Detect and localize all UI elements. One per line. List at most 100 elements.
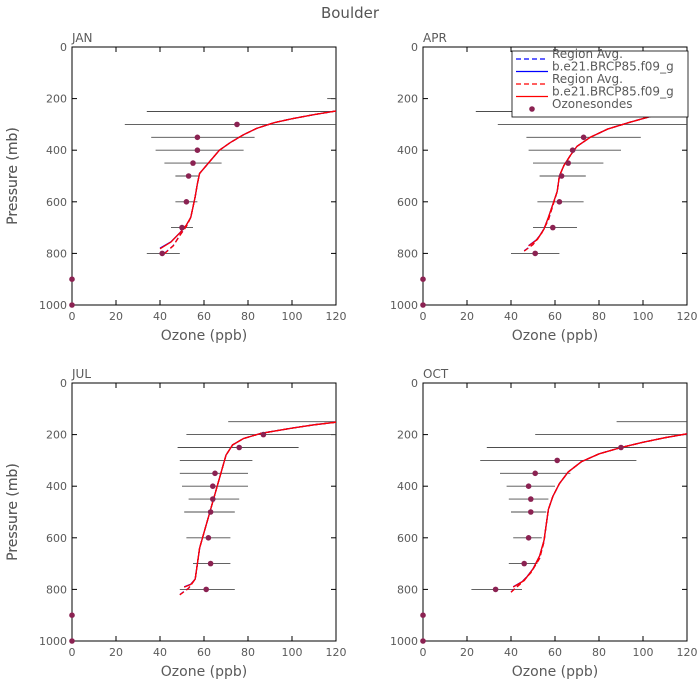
- ozonesonde-point: [525, 535, 532, 541]
- plot-frame: [71, 46, 337, 306]
- ozonesonde-point: [210, 483, 216, 490]
- ozonesonde-point: [194, 147, 201, 153]
- model-profile-line: [183, 421, 336, 588]
- y-tick-label: 800: [46, 247, 67, 260]
- y-tick-label: 0: [411, 377, 418, 390]
- y-axis-label: Pressure (mb): [5, 127, 21, 225]
- x-axis-label: Ozone (ppb): [512, 328, 598, 344]
- panel-label: OCT: [423, 367, 449, 381]
- ozonesonde-point: [528, 496, 534, 502]
- y-axis-label: Pressure (mb): [5, 463, 21, 561]
- legend-label: Region Avg.: [552, 47, 623, 61]
- ozonesonde-point: [203, 586, 209, 593]
- ozonesonde-point: [492, 586, 499, 593]
- y-tick-label: 200: [46, 429, 67, 442]
- x-tick-label: 80: [592, 310, 606, 323]
- x-tick-label: 20: [109, 646, 123, 659]
- model-profile-line: [183, 421, 336, 588]
- ozonesonde-point: [521, 560, 527, 567]
- y-tick-label: 800: [46, 583, 67, 596]
- x-tick-label: 100: [282, 310, 303, 323]
- y-tick-label: 400: [46, 480, 67, 493]
- ozonesonde-point: [185, 173, 192, 179]
- ozonesonde-point: [69, 638, 75, 644]
- x-tick-label: 60: [197, 646, 211, 659]
- x-tick-label: 60: [548, 310, 562, 323]
- ozonesonde-point: [183, 199, 190, 205]
- ozonesonde-point: [69, 276, 75, 283]
- y-tick-label: 400: [397, 480, 418, 493]
- y-tick-label: 1000: [39, 635, 67, 648]
- ozonesonde-point: [210, 496, 216, 502]
- y-tick-label: 0: [411, 41, 418, 54]
- x-tick-label: 60: [197, 310, 211, 323]
- y-tick-label: 200: [46, 93, 67, 106]
- x-tick-label: 0: [420, 310, 427, 323]
- y-tick-label: 200: [397, 429, 418, 442]
- y-tick-label: 600: [46, 532, 67, 545]
- ozonesonde-point: [205, 535, 212, 541]
- y-tick-label: 600: [397, 532, 418, 545]
- x-tick-label: 0: [69, 646, 76, 659]
- model-profile-line: [159, 110, 336, 250]
- x-tick-label: 40: [504, 646, 518, 659]
- model-profile-line: [179, 421, 336, 596]
- ozonesonde-point: [618, 444, 624, 451]
- panel-jul: JUL 0 20 40 60 80 100 120 0 200 400 600 800 1000 Ozone…: [5, 367, 347, 680]
- ozonesonde-point: [532, 470, 538, 477]
- ozonesonde-point: [260, 431, 267, 438]
- ozonesonde-point: [556, 199, 563, 205]
- ozonesonde-point: [234, 121, 240, 128]
- x-tick-label: 40: [153, 646, 167, 659]
- model-profile-line: [512, 433, 687, 588]
- x-axis-label: Ozone (ppb): [512, 664, 598, 680]
- legend-label: Ozonesondes: [552, 97, 633, 111]
- x-tick-label: 20: [109, 310, 123, 323]
- ozonesonde-point: [565, 160, 571, 166]
- ozonesonde-point: [580, 134, 587, 141]
- ozonesonde-point: [179, 224, 185, 231]
- plot-area: [471, 421, 687, 593]
- x-tick-label: 40: [504, 310, 518, 323]
- y-axis-label: Pressure (mb): [5, 127, 21, 225]
- panel-label: APR: [423, 31, 447, 45]
- x-tick-label: 20: [460, 310, 474, 323]
- ozonesonde-point: [69, 302, 75, 308]
- ozonesonde-point: [420, 276, 426, 283]
- figure-title: Boulder: [320, 4, 380, 22]
- x-tick-label: 120: [677, 310, 698, 323]
- x-tick-label: 0: [420, 646, 427, 659]
- ozonesonde-point: [159, 250, 165, 257]
- y-tick-label: 600: [46, 196, 67, 209]
- ozonesonde-point: [212, 470, 218, 477]
- ozonesonde-point: [420, 638, 426, 644]
- ozonesonde-point: [190, 160, 196, 166]
- ozonesonde-point: [528, 509, 534, 515]
- x-tick-label: 100: [633, 310, 654, 323]
- x-axis-label: Ozone (ppb): [161, 664, 247, 680]
- x-tick-label: 20: [460, 646, 474, 659]
- model-profile-line: [512, 433, 687, 588]
- x-axis-label: Ozone (ppb): [161, 328, 247, 344]
- legend-label: b.e21.BRCP85.f09_g: [552, 85, 674, 99]
- x-tick-label: 120: [677, 646, 698, 659]
- ozonesonde-point: [420, 612, 426, 618]
- x-tick-label: 80: [592, 646, 606, 659]
- legend-label: b.e21.BRCP85.f09_g: [552, 60, 674, 74]
- ozonesonde-point: [569, 147, 576, 153]
- ozonesonde-point: [420, 302, 426, 308]
- x-tick-label: 120: [326, 310, 347, 323]
- y-tick-label: 1000: [390, 299, 418, 312]
- plot-area: [475, 107, 687, 254]
- ozonesonde-point: [194, 134, 201, 141]
- x-tick-label: 100: [633, 646, 654, 659]
- y-tick-label: 1000: [39, 299, 67, 312]
- model-profile-line: [510, 433, 687, 593]
- y-tick-label: 200: [397, 93, 418, 106]
- y-tick-label: 800: [397, 247, 418, 260]
- y-tick-label: 0: [60, 377, 67, 390]
